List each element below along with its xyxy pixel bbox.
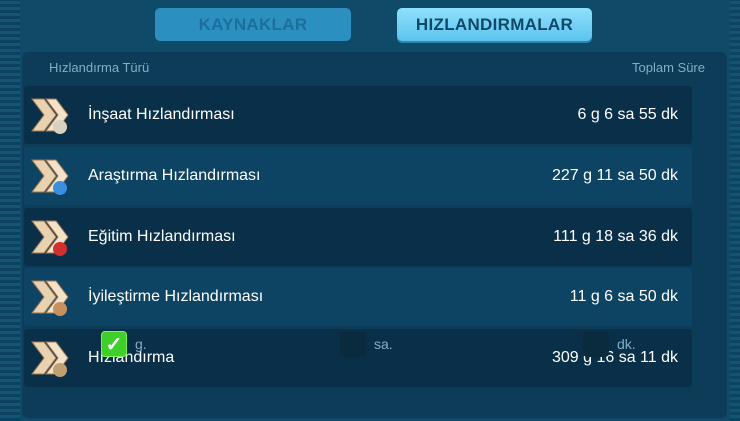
decorative-border-right [730, 0, 740, 421]
speedup-total: 11 g 6 sa 50 dk [569, 288, 678, 305]
checkmark-icon[interactable]: ✓ [101, 331, 127, 357]
table-row: Hızlandırma 309 g 16 sa 11 dk [24, 329, 692, 387]
table-row: Eğitim Hızlandırması 111 g 18 sa 36 dk [24, 208, 692, 266]
tab-hizlandirmalar[interactable]: HIZLANDIRMALAR [397, 8, 592, 41]
table-row: Araştırma Hızlandırması 227 g 11 sa 50 d… [24, 147, 692, 205]
universal-speedup-icon [28, 336, 72, 380]
table-row: İnşaat Hızlandırması 6 g 6 sa 55 dk [24, 86, 692, 144]
tab-kaynaklar[interactable]: KAYNAKLAR [155, 8, 351, 41]
column-header-total: Toplam Süre [632, 60, 705, 75]
unit-label: dk. [617, 336, 636, 352]
table-row: İyileştirme Hızlandırması 11 g 6 sa 50 d… [24, 268, 692, 326]
speedup-name: İnşaat Hızlandırması [88, 106, 235, 123]
speedup-name: Araştırma Hızlandırması [88, 167, 261, 184]
training-speedup-icon [28, 215, 72, 259]
healing-speedup-icon [28, 275, 72, 319]
unit-label: sa. [374, 336, 393, 352]
unit-label: g. [135, 336, 147, 352]
column-header-type: Hızlandırma Türü [49, 60, 150, 75]
construction-speedup-icon [28, 93, 72, 137]
speedup-total: 111 g 18 sa 36 dk [553, 228, 678, 245]
unit-checkbox-minutes[interactable]: dk. [583, 331, 636, 357]
research-speedup-icon [28, 154, 72, 198]
unit-checkbox-hours[interactable]: sa. [340, 331, 393, 357]
speedup-name: İyileştirme Hızlandırması [88, 288, 264, 305]
speedup-name: Hızlandırma [88, 349, 175, 366]
decorative-border-left [0, 0, 20, 421]
speedup-total: 6 g 6 sa 55 dk [577, 106, 678, 123]
checkbox-empty[interactable] [583, 331, 609, 357]
speedup-name: Eğitim Hızlandırması [88, 228, 236, 245]
checkbox-empty[interactable] [340, 331, 366, 357]
unit-checkbox-days[interactable]: ✓ g. [101, 331, 147, 357]
speedup-total: 227 g 11 sa 50 dk [551, 167, 678, 184]
